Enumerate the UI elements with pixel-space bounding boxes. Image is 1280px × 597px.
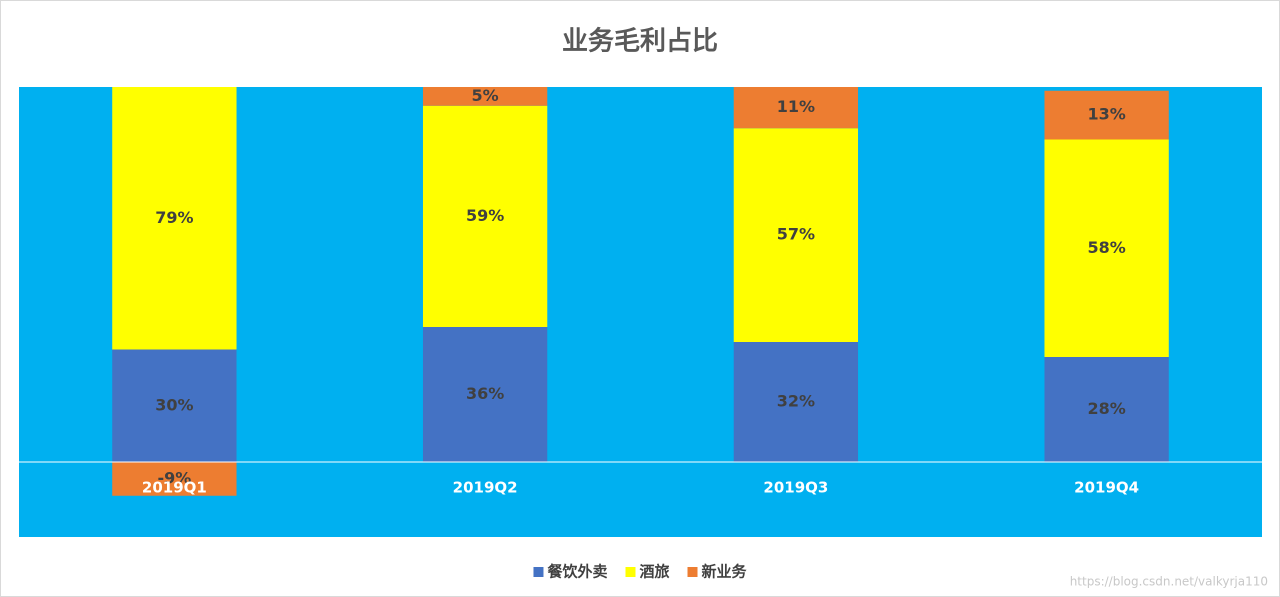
data-label: 59% (466, 206, 504, 225)
bar-segment (112, 462, 237, 496)
bar-segment (422, 327, 548, 462)
bar-segment (733, 87, 859, 129)
data-label: 30% (155, 395, 193, 414)
legend-label: 酒旅 (639, 563, 669, 581)
bar-segment (112, 87, 237, 350)
bar-segment (422, 87, 548, 106)
data-label: 57% (777, 225, 815, 244)
x-tick-label: 2019Q3 (763, 479, 828, 497)
data-label: 32% (777, 392, 815, 411)
bar-segment (733, 342, 859, 462)
chart-title: 业务毛利占比 (562, 27, 718, 57)
data-label: 5% (472, 86, 499, 105)
legend-swatch (625, 567, 636, 577)
x-tick-label: 2019Q1 (142, 479, 207, 497)
data-label: 13% (1087, 105, 1125, 124)
bar-segment (422, 105, 548, 327)
data-label: -9% (157, 468, 191, 487)
legend-label: 新业务 (702, 563, 748, 581)
legend-swatch (533, 567, 544, 577)
bar-segment (112, 349, 237, 462)
x-tick-label: 2019Q4 (1074, 479, 1139, 497)
data-label: 36% (466, 384, 504, 403)
bar-segment (1044, 90, 1169, 140)
bar-segment (1044, 357, 1169, 462)
data-label: 11% (777, 97, 815, 116)
data-label: 79% (155, 208, 193, 227)
data-label: 58% (1087, 238, 1125, 257)
data-label: 28% (1087, 399, 1125, 418)
x-tick-label: 2019Q2 (453, 479, 518, 497)
bars (112, 87, 1169, 496)
bar-segment (733, 128, 859, 342)
legend-swatch (687, 567, 698, 577)
legend-label: 餐饮外卖 (547, 563, 607, 581)
watermark: https://blog.csdn.net/valkyrja110 (1070, 575, 1268, 589)
bar-segment (1044, 139, 1169, 357)
